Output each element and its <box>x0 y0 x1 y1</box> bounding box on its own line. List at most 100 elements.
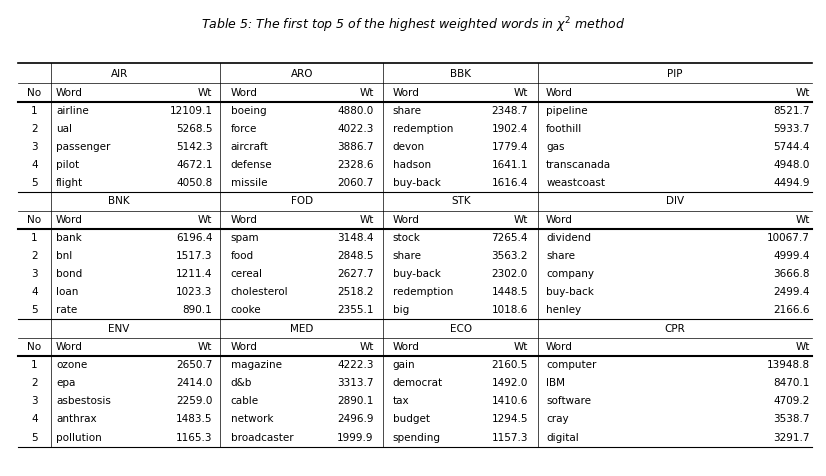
Text: Table 5: The first top 5 of the highest weighted words in $\chi^2$ method: Table 5: The first top 5 of the highest … <box>201 16 625 35</box>
Text: 1: 1 <box>31 233 38 243</box>
Text: Word: Word <box>546 215 573 225</box>
Text: d&b: d&b <box>230 378 252 388</box>
Text: 1492.0: 1492.0 <box>491 378 528 388</box>
Text: share: share <box>393 251 422 261</box>
Text: 2627.7: 2627.7 <box>337 269 373 279</box>
Text: AIR: AIR <box>111 69 128 79</box>
Text: 2328.6: 2328.6 <box>337 160 373 170</box>
Text: Word: Word <box>546 342 573 352</box>
Text: No: No <box>27 88 41 98</box>
Text: 2166.6: 2166.6 <box>773 306 809 316</box>
Text: Word: Word <box>56 342 83 352</box>
Text: 3: 3 <box>31 142 38 152</box>
Text: 5744.4: 5744.4 <box>773 142 809 152</box>
Text: 1211.4: 1211.4 <box>176 269 212 279</box>
Text: 2160.5: 2160.5 <box>491 360 528 370</box>
Text: defense: defense <box>230 160 273 170</box>
Text: share: share <box>393 106 422 116</box>
Text: big: big <box>393 306 409 316</box>
Text: 2650.7: 2650.7 <box>176 360 212 370</box>
Text: pilot: pilot <box>56 160 79 170</box>
Text: 3: 3 <box>31 396 38 406</box>
Text: 4: 4 <box>31 415 38 425</box>
Text: ECO: ECO <box>449 324 472 334</box>
Text: 3: 3 <box>31 269 38 279</box>
Text: henley: henley <box>546 306 582 316</box>
Text: 6196.4: 6196.4 <box>176 233 212 243</box>
Text: 2890.1: 2890.1 <box>337 396 373 406</box>
Text: 1: 1 <box>31 360 38 370</box>
Text: 8470.1: 8470.1 <box>773 378 809 388</box>
Text: Wt: Wt <box>795 215 809 225</box>
Text: MED: MED <box>290 324 314 334</box>
Text: 2259.0: 2259.0 <box>176 396 212 406</box>
Text: Word: Word <box>546 88 573 98</box>
Text: 1779.4: 1779.4 <box>491 142 528 152</box>
Text: Wt: Wt <box>795 88 809 98</box>
Text: 1023.3: 1023.3 <box>176 287 212 297</box>
Text: 5142.3: 5142.3 <box>176 142 212 152</box>
Text: bnl: bnl <box>56 251 72 261</box>
Text: foothill: foothill <box>546 124 582 134</box>
Text: 4880.0: 4880.0 <box>338 106 373 116</box>
Text: force: force <box>230 124 257 134</box>
Text: 2: 2 <box>31 378 38 388</box>
Text: Wt: Wt <box>514 215 528 225</box>
Text: BNK: BNK <box>108 197 130 207</box>
Text: Wt: Wt <box>198 342 212 352</box>
Text: company: company <box>546 269 594 279</box>
Text: computer: computer <box>546 360 596 370</box>
Text: 1018.6: 1018.6 <box>491 306 528 316</box>
Text: 4: 4 <box>31 160 38 170</box>
Text: Word: Word <box>393 342 420 352</box>
Text: 10067.7: 10067.7 <box>767 233 809 243</box>
Text: 1165.3: 1165.3 <box>176 433 212 443</box>
Text: software: software <box>546 396 591 406</box>
Text: magazine: magazine <box>230 360 282 370</box>
Text: 4709.2: 4709.2 <box>773 396 809 406</box>
Text: cable: cable <box>230 396 259 406</box>
Text: 13948.8: 13948.8 <box>767 360 809 370</box>
Text: bond: bond <box>56 269 83 279</box>
Text: 1448.5: 1448.5 <box>491 287 528 297</box>
Text: stock: stock <box>393 233 420 243</box>
Text: 1294.5: 1294.5 <box>491 415 528 425</box>
Text: share: share <box>546 251 575 261</box>
Text: digital: digital <box>546 433 579 443</box>
Text: Word: Word <box>393 215 420 225</box>
Text: Word: Word <box>56 215 83 225</box>
Text: 7265.4: 7265.4 <box>491 233 528 243</box>
Text: 1483.5: 1483.5 <box>176 415 212 425</box>
Text: 3313.7: 3313.7 <box>337 378 373 388</box>
Text: No: No <box>27 342 41 352</box>
Text: Word: Word <box>230 88 258 98</box>
Text: buy-back: buy-back <box>393 269 441 279</box>
Text: tax: tax <box>393 396 410 406</box>
Text: gain: gain <box>393 360 415 370</box>
Text: 2518.2: 2518.2 <box>337 287 373 297</box>
Text: airline: airline <box>56 106 88 116</box>
Text: 4022.3: 4022.3 <box>337 124 373 134</box>
Text: passenger: passenger <box>56 142 111 152</box>
Text: Word: Word <box>56 88 83 98</box>
Text: 4222.3: 4222.3 <box>337 360 373 370</box>
Text: 3563.2: 3563.2 <box>491 251 528 261</box>
Text: 1641.1: 1641.1 <box>491 160 528 170</box>
Text: 2496.9: 2496.9 <box>337 415 373 425</box>
Text: 2355.1: 2355.1 <box>337 306 373 316</box>
Text: missile: missile <box>230 178 268 188</box>
Text: ozone: ozone <box>56 360 88 370</box>
Text: 4948.0: 4948.0 <box>773 160 809 170</box>
Text: 2060.7: 2060.7 <box>338 178 373 188</box>
Text: 3666.8: 3666.8 <box>773 269 809 279</box>
Text: rate: rate <box>56 306 78 316</box>
Text: devon: devon <box>393 142 425 152</box>
Text: asbestosis: asbestosis <box>56 396 111 406</box>
Text: DIV: DIV <box>666 197 684 207</box>
Text: 1616.4: 1616.4 <box>491 178 528 188</box>
Text: bank: bank <box>56 233 82 243</box>
Text: network: network <box>230 415 273 425</box>
Text: ual: ual <box>56 124 72 134</box>
Text: Wt: Wt <box>514 342 528 352</box>
Text: flight: flight <box>56 178 83 188</box>
